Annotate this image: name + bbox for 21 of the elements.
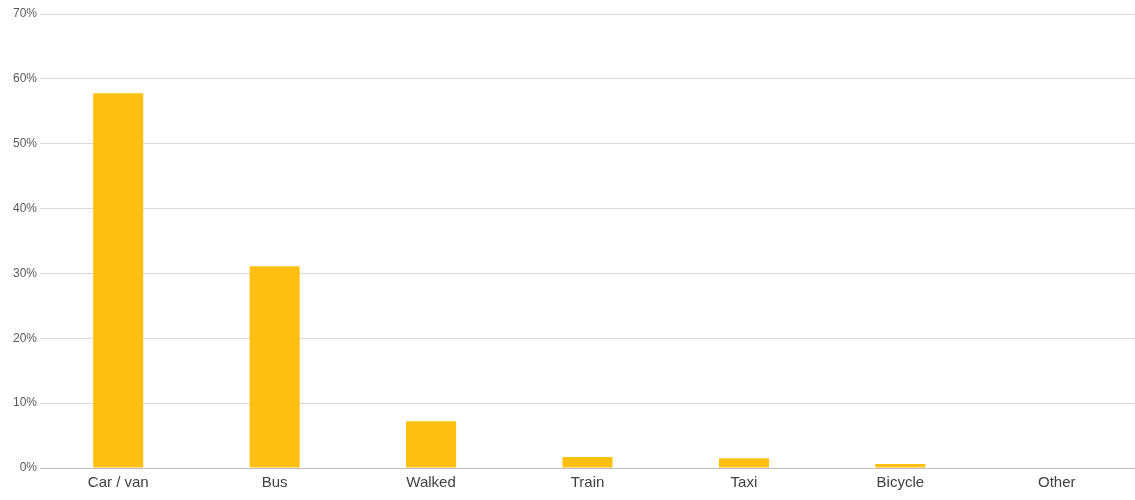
y-tick-label: 20% [12, 330, 38, 345]
bar [406, 421, 457, 468]
x-tick-label: Bus [261, 473, 288, 491]
x-tick-label: Other [1038, 473, 1076, 491]
bar [875, 464, 926, 468]
y-tick-label: 50% [12, 136, 38, 151]
y-tick-label: 10% [12, 395, 38, 410]
x-tick-label: Bicycle [876, 473, 925, 491]
x-tick-label: Car / van [87, 473, 149, 491]
bar [93, 93, 144, 468]
bar [718, 458, 769, 468]
x-tick-label: Train [570, 473, 605, 491]
y-tick-label: 40% [12, 200, 38, 215]
y-tick-label: 0% [19, 460, 38, 475]
x-tick-label: Taxi [730, 473, 758, 491]
x-tick-label: Walked [406, 473, 456, 491]
bar [249, 266, 300, 468]
bar [562, 456, 613, 468]
y-tick-label: 70% [12, 6, 38, 21]
y-tick-label: 60% [12, 71, 38, 86]
y-tick-label: 30% [12, 265, 38, 280]
